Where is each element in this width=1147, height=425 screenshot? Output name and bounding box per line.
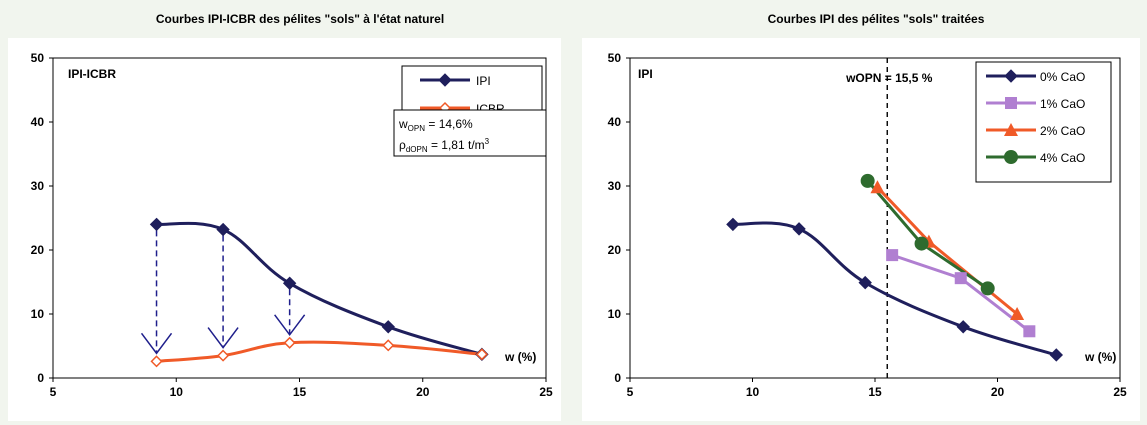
annotation-rhodopn: ρdOPN = 1,81 t/m3 bbox=[399, 137, 490, 154]
chart-1-y-tick-label: 0 bbox=[37, 371, 44, 385]
data-point-1-cao bbox=[954, 272, 967, 285]
data-point-1-cao bbox=[1023, 325, 1036, 338]
chart-1-x-tick-label: 15 bbox=[293, 385, 307, 399]
chart-2-legend: 0% CaO 1% CaO 2% CaO 4% CaO bbox=[975, 61, 1112, 183]
chart-2: Courbes IPI des pélites "sols" traitées 0… bbox=[608, 12, 1127, 399]
chart-2-y-tick-label: 50 bbox=[608, 51, 622, 65]
legend-swatch-marker bbox=[438, 73, 452, 87]
chart-1-x-tick-label: 5 bbox=[50, 385, 57, 399]
chart-2-x-axis-label: w (%) bbox=[1084, 350, 1116, 364]
chart-1-title: Courbes IPI-ICBR des pélites "sols" à l'… bbox=[156, 12, 444, 26]
drop-arrow-head bbox=[140, 332, 173, 355]
drop-arrow-head bbox=[207, 327, 239, 349]
chart-2-y-tick-label: 20 bbox=[608, 243, 622, 257]
drop-arrow-head bbox=[274, 314, 306, 337]
annotation-box bbox=[393, 109, 547, 157]
data-point-icbr bbox=[150, 355, 163, 368]
annotation-wopn: wOPN = 14,6% bbox=[398, 117, 473, 133]
data-point-ipi bbox=[216, 222, 230, 237]
chart-1-x-tick-label: 20 bbox=[416, 385, 430, 399]
data-point-2-cao bbox=[1010, 307, 1025, 320]
chart-2-x-tick-label: 15 bbox=[868, 385, 882, 399]
chart-2-y-tick-label: 30 bbox=[608, 179, 622, 193]
legend-swatch-marker bbox=[1004, 150, 1018, 164]
data-point-0-cao bbox=[858, 275, 872, 290]
data-point-0-cao bbox=[956, 320, 970, 334]
data-point-icbr bbox=[382, 339, 395, 352]
chart-1-y-axis-label: IPI-ICBR bbox=[68, 67, 116, 81]
legend-entry-label: IPI bbox=[476, 74, 491, 88]
legend-swatch-marker bbox=[1005, 97, 1017, 109]
data-point-icbr bbox=[217, 349, 230, 362]
data-point-4-cao bbox=[914, 236, 929, 251]
legend-swatch-marker bbox=[1004, 123, 1018, 136]
chart-1-x-tick-label: 10 bbox=[170, 385, 184, 399]
chart-2-y-axis-label: IPI bbox=[638, 67, 653, 81]
chart-2-x-tick-label: 5 bbox=[627, 385, 634, 399]
data-point-0-cao bbox=[792, 222, 806, 236]
data-point-icbr bbox=[283, 336, 296, 349]
chart-1-x-axis-label: w (%) bbox=[504, 350, 536, 364]
chart-1: Courbes IPI-ICBR des pélites "sols" à l'… bbox=[31, 12, 553, 399]
data-point-ipi bbox=[282, 276, 297, 290]
chart-2-x-tick-label: 20 bbox=[991, 385, 1005, 399]
data-point-2-cao bbox=[870, 180, 885, 194]
chart-1-y-tick-label: 40 bbox=[31, 115, 45, 129]
chart-1-x-tick-label: 25 bbox=[539, 385, 553, 399]
data-point-4-cao bbox=[980, 281, 995, 296]
data-point-ipi bbox=[149, 217, 164, 232]
data-point-ipi bbox=[381, 320, 395, 334]
chart-2-x-tick-label: 10 bbox=[746, 385, 760, 399]
chart-1-y-tick-label: 50 bbox=[31, 51, 45, 65]
chart-2-y-tick-label: 40 bbox=[608, 115, 622, 129]
chart-1-y-tick-label: 20 bbox=[31, 243, 45, 257]
chart-1-y-tick-label: 30 bbox=[31, 179, 45, 193]
data-point-0-cao bbox=[1049, 348, 1064, 362]
data-point-0-cao bbox=[726, 217, 740, 232]
chart-2-x-tick-label: 25 bbox=[1113, 385, 1127, 399]
data-point-4-cao bbox=[860, 173, 875, 188]
legend-entry-label: 1% CaO bbox=[1040, 97, 1085, 111]
legend-entry-label: 0% CaO bbox=[1040, 70, 1085, 84]
chart-2-title: Courbes IPI des pélites "sols" traitées bbox=[768, 12, 985, 26]
data-point-icbr bbox=[475, 348, 488, 361]
chart-2-legend-box bbox=[975, 61, 1112, 183]
legend-entry-label: 2% CaO bbox=[1040, 124, 1085, 138]
chart-2-y-tick-label: 0 bbox=[614, 371, 621, 385]
chart-1-y-tick-label: 10 bbox=[31, 307, 45, 321]
legend-entry-label: 4% CaO bbox=[1040, 151, 1085, 165]
chart-2-y-tick-label: 10 bbox=[608, 307, 622, 321]
legend-swatch-marker bbox=[1004, 69, 1018, 83]
chart-1-annotation: wOPN = 14,6% ρdOPN = 1,81 t/m3 bbox=[393, 109, 547, 157]
data-point-1-cao bbox=[886, 249, 899, 262]
wopn-reference-label: wOPN = 15,5 % bbox=[845, 71, 933, 85]
